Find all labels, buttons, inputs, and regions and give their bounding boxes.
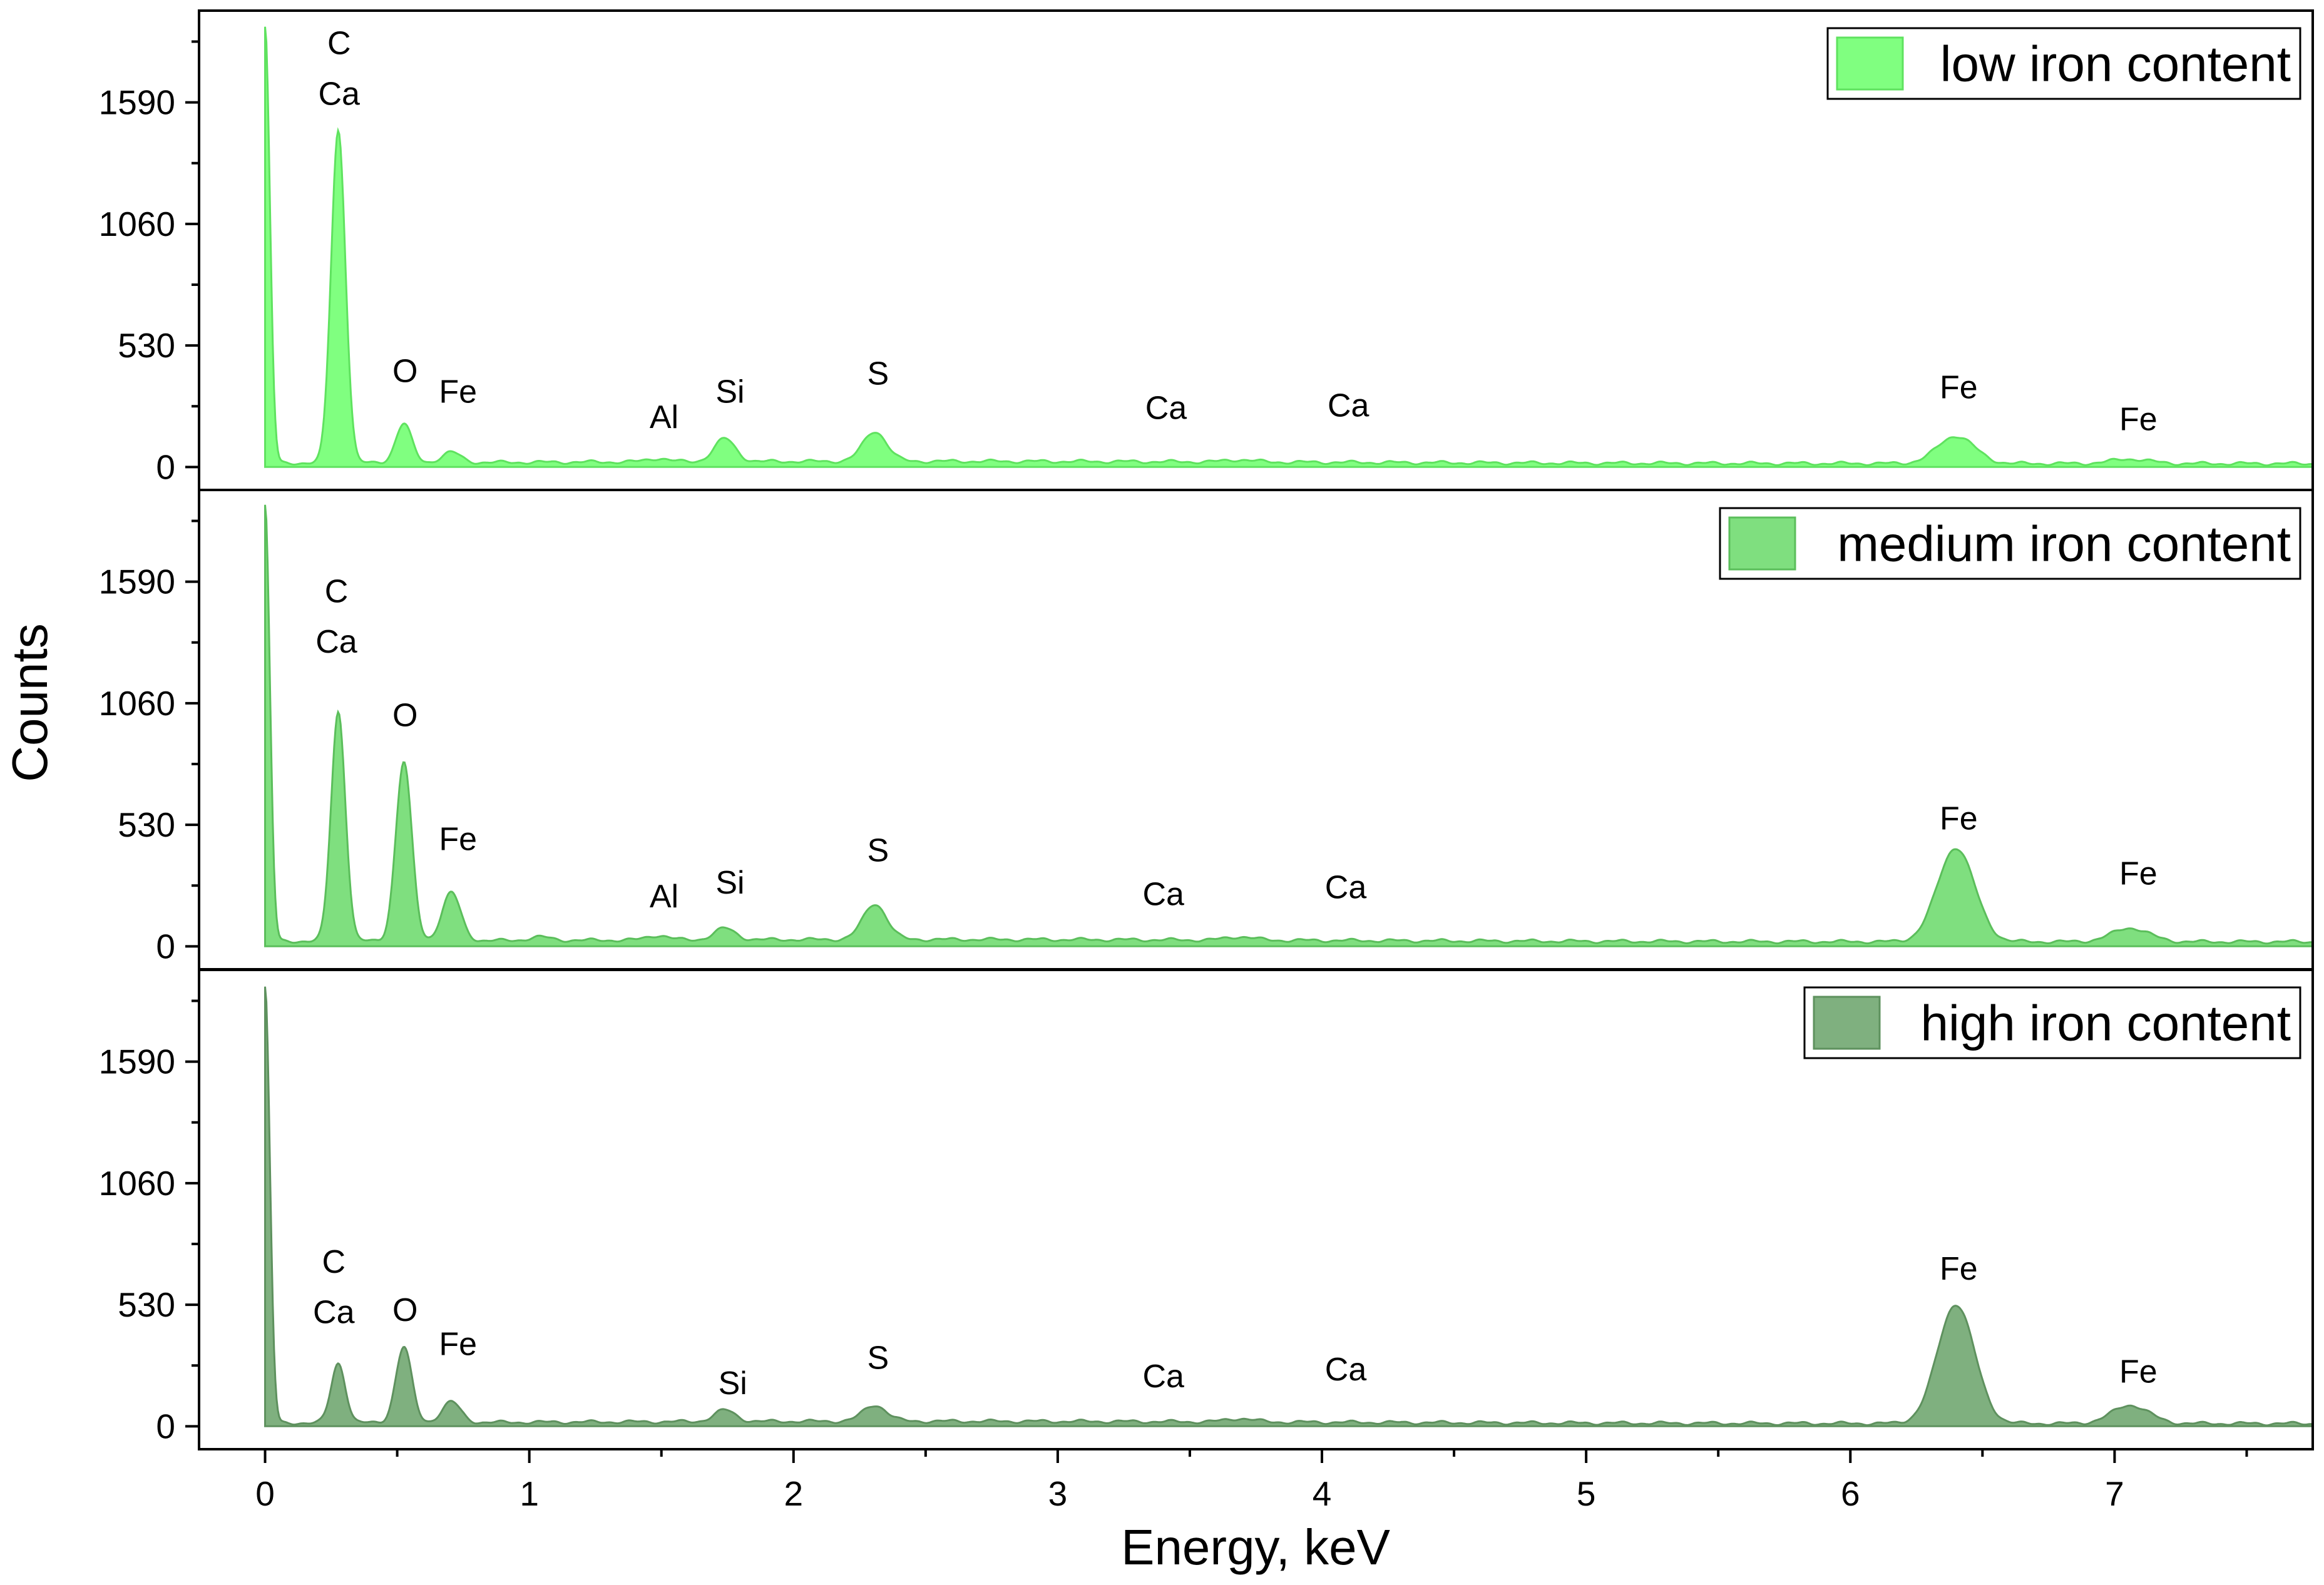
legend-label: low iron content (1940, 36, 2291, 92)
legend-box (1803, 986, 2301, 1059)
peak-label: C (325, 574, 349, 610)
panel-2: 0 530 1060 1590 C Ca O Fe Al Si S Ca Ca Fe Fe medium ir… (99, 489, 2314, 971)
x-tick-label: 6 (1841, 1474, 1860, 1513)
peak-label: Fe (439, 1327, 477, 1363)
legend-label: medium iron content (1837, 516, 2291, 572)
peak-label: Fe (2119, 855, 2158, 892)
peak-label: Si (715, 374, 744, 410)
peak-label: Ca (1145, 390, 1187, 426)
peak-label: C (327, 26, 351, 62)
legend-swatch (1836, 36, 1904, 91)
peak-label: Si (715, 865, 744, 901)
spectrum-area (264, 986, 2313, 1427)
legend: high iron content (1803, 986, 2301, 1059)
x-tick-label: 2 (784, 1474, 803, 1513)
y-tick-label: 1060 (99, 1164, 175, 1203)
peak-label: C (322, 1244, 346, 1280)
peak-label: Ca (1325, 869, 1367, 905)
peak-label: Fe (1940, 369, 1978, 405)
y-tick-label: 1060 (99, 684, 175, 723)
peak-label: Ca (318, 76, 360, 112)
x-axis: 0 1 2 3 4 5 6 7 (255, 1449, 2248, 1513)
peak-label: Fe (439, 821, 477, 857)
peak-label: Ca (1143, 876, 1185, 912)
y-tick-label: 1590 (99, 563, 175, 601)
legend-swatch (1728, 516, 1796, 571)
spectrum-area (264, 504, 2313, 947)
peak-label: Ca (1143, 1358, 1185, 1395)
panel-1: 0 530 1060 1590 C Ca O Fe Al Si S Ca Ca Fe Fe low iron … (99, 9, 2314, 491)
panels-layer: 0 530 1060 1590 C Ca O Fe Al Si S Ca Ca Fe Fe low iron … (99, 9, 2314, 1450)
peak-label: S (868, 1340, 889, 1377)
legend-label: high iron content (1920, 996, 2291, 1051)
legend: medium iron content (1719, 507, 2301, 580)
y-tick-label: 1590 (99, 83, 175, 122)
peak-label: Ca (315, 624, 357, 660)
legend-box (1826, 27, 2301, 100)
x-tick-label: 4 (1313, 1474, 1332, 1513)
x-tick-label: 7 (2105, 1474, 2124, 1513)
peak-label: S (868, 355, 889, 392)
x-tick-label: 0 (255, 1474, 275, 1513)
x-tick-label: 1 (520, 1474, 539, 1513)
panel-3: 0 530 1060 1590 C Ca O Fe Si S Ca Ca Fe Fe high iron c… (99, 969, 2314, 1450)
peak-label: O (392, 698, 417, 734)
y-axis-title: Counts (2, 623, 58, 782)
peak-label: Al (650, 879, 678, 915)
panel-frame (198, 969, 2314, 1450)
y-tick-label: 530 (118, 1285, 175, 1324)
y-tick-label: 0 (156, 447, 175, 486)
peak-label: Al (650, 399, 678, 436)
peak-label: O (392, 1292, 417, 1328)
peak-label: Ca (1325, 1352, 1367, 1388)
peak-label: Fe (2119, 402, 2158, 438)
spectrum-area (264, 26, 2313, 468)
y-tick-label: 1590 (99, 1042, 175, 1081)
peak-label: Ca (313, 1294, 355, 1330)
legend-box (1719, 507, 2301, 580)
x-axis-title: Energy, keV (1121, 1519, 1390, 1575)
peak-label: O (392, 354, 417, 390)
peak-label: S (868, 833, 889, 869)
legend: low iron content (1826, 27, 2301, 100)
y-tick-label: 0 (156, 1407, 175, 1445)
peak-label: Fe (1940, 800, 1978, 837)
y-tick-label: 530 (118, 805, 175, 844)
y-tick-label: 0 (156, 927, 175, 966)
y-tick-label: 1060 (99, 205, 175, 243)
peak-label: Fe (1940, 1251, 1978, 1287)
peak-label: Si (719, 1365, 747, 1402)
legend-swatch (1813, 996, 1881, 1050)
peak-label: Ca (1328, 388, 1369, 424)
x-tick-label: 3 (1048, 1474, 1068, 1513)
peak-label: Fe (2119, 1354, 2158, 1390)
y-tick-label: 530 (118, 326, 175, 365)
x-tick-label: 5 (1577, 1474, 1596, 1513)
peak-label: Fe (439, 374, 477, 410)
